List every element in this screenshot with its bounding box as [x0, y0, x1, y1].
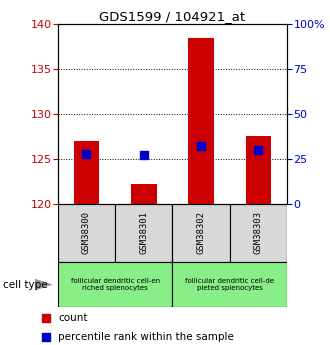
Bar — [173, 262, 287, 307]
Text: count: count — [58, 313, 88, 323]
Bar — [230, 204, 287, 262]
Text: follicular dendritic cell-en
riched splenocytes: follicular dendritic cell-en riched sple… — [71, 278, 160, 292]
Text: follicular dendritic cell-de
pleted splenocytes: follicular dendritic cell-de pleted sple… — [185, 278, 274, 292]
Text: GSM38300: GSM38300 — [82, 211, 91, 254]
Text: cell type: cell type — [3, 280, 48, 289]
Text: percentile rank within the sample: percentile rank within the sample — [58, 332, 234, 342]
Point — [84, 151, 89, 157]
Point — [141, 152, 147, 158]
Point — [44, 315, 49, 321]
Bar — [115, 204, 173, 262]
Point — [256, 147, 261, 152]
Title: GDS1599 / 104921_at: GDS1599 / 104921_at — [99, 10, 246, 23]
Bar — [188, 38, 214, 204]
Point — [198, 144, 204, 149]
Polygon shape — [35, 279, 53, 290]
Bar — [74, 141, 99, 204]
Bar — [58, 204, 115, 262]
Point — [44, 334, 49, 339]
Bar — [173, 204, 230, 262]
Bar — [131, 184, 157, 204]
Bar — [246, 136, 271, 204]
Bar — [58, 262, 173, 307]
Text: GSM38301: GSM38301 — [139, 211, 148, 254]
Text: GSM38303: GSM38303 — [254, 211, 263, 254]
Text: GSM38302: GSM38302 — [197, 211, 206, 254]
